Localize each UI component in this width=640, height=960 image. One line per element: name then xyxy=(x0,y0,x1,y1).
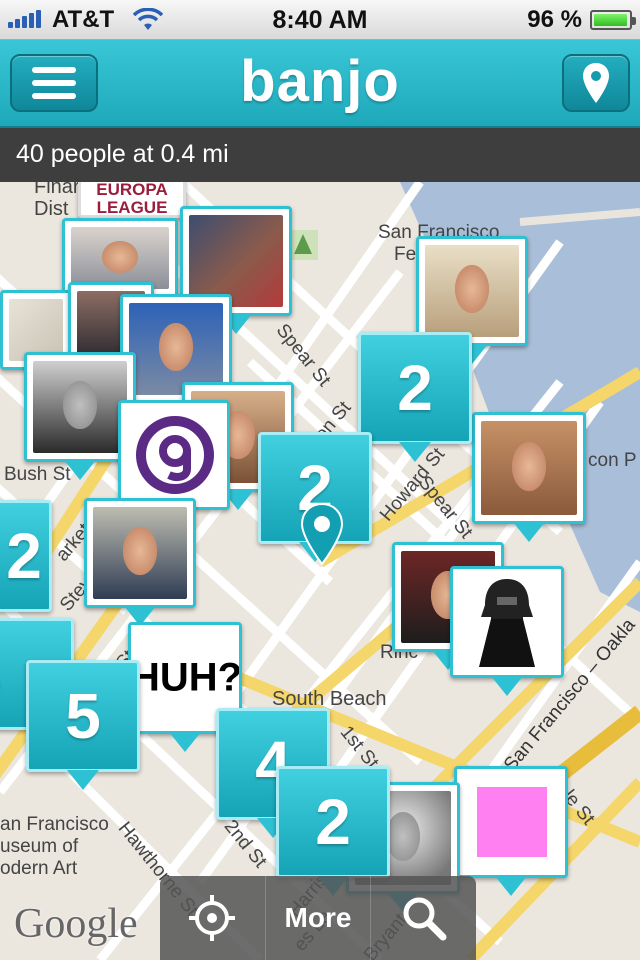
menu-button[interactable] xyxy=(10,54,98,112)
carrier-label: AT&T xyxy=(52,6,115,33)
cluster-count: 3 xyxy=(0,637,47,711)
g-logo-icon xyxy=(136,416,214,494)
bottom-toolbar: More xyxy=(160,876,476,960)
map-label: an Francisco xyxy=(0,814,109,835)
map-label: Finar xyxy=(34,182,80,198)
map-label: Fe xyxy=(394,244,417,265)
cluster-pin[interactable]: 2 xyxy=(276,766,390,896)
app-logo: banjo xyxy=(240,49,400,114)
locate-button[interactable] xyxy=(160,876,266,960)
more-button[interactable]: More xyxy=(266,876,372,960)
darth-vader-pin[interactable] xyxy=(450,566,564,696)
map-label: South Beach xyxy=(272,688,387,710)
clock: 8:40 AM xyxy=(272,6,368,34)
map-view[interactable]: Finar Dist San Francisco Fe Spear St sio… xyxy=(0,182,640,960)
g-logo-pin[interactable] xyxy=(118,400,230,528)
location-button[interactable] xyxy=(562,54,630,112)
map-label: Bush St xyxy=(4,464,71,485)
cluster-count: 2 xyxy=(6,520,42,592)
europa-text: EUROPA xyxy=(96,182,168,199)
cluster-count: 5 xyxy=(65,680,101,752)
profile-pin[interactable] xyxy=(472,412,586,542)
wifi-icon xyxy=(132,7,164,39)
battery-percent: 96 % xyxy=(527,6,582,33)
search-button[interactable] xyxy=(371,876,476,960)
map-label: odern Art xyxy=(0,858,78,879)
darth-vader-icon xyxy=(479,579,535,667)
pink-square-pin[interactable] xyxy=(454,766,568,896)
map-label: Dist xyxy=(34,198,69,220)
signal-icon xyxy=(8,10,41,28)
battery-icon xyxy=(590,10,636,30)
crosshair-icon xyxy=(189,895,236,941)
people-count-bar: 40 people at 0.4 mi xyxy=(0,128,640,182)
cluster-count: 2 xyxy=(397,352,433,424)
cluster-count: 2 xyxy=(315,786,351,858)
profile-pin[interactable] xyxy=(24,352,136,480)
cluster-pin[interactable]: 2 xyxy=(358,332,472,462)
league-text: LEAGUE xyxy=(96,198,168,217)
status-bar: AT&T 8:40 AM 96 % xyxy=(0,0,640,40)
cluster-pin[interactable]: 2 xyxy=(0,500,52,612)
cluster-pin[interactable]: 5 xyxy=(26,660,140,790)
location-pin-icon xyxy=(583,63,609,103)
search-icon xyxy=(403,897,447,941)
map-label: con P xyxy=(588,450,637,471)
profile-pin[interactable] xyxy=(416,236,528,364)
map-thumbnail-pin[interactable] xyxy=(0,290,72,370)
hamburger-icon xyxy=(32,67,76,99)
huh-text: HUH? xyxy=(131,655,242,700)
profile-pin[interactable] xyxy=(84,498,196,626)
map-label: useum of xyxy=(0,836,79,857)
pink-square xyxy=(477,787,547,857)
google-watermark: Google xyxy=(14,901,138,947)
europa-league-pin[interactable]: EUROPA LEAGUE xyxy=(78,182,186,218)
current-location-marker xyxy=(300,502,344,566)
navbar: banjo xyxy=(0,40,640,128)
